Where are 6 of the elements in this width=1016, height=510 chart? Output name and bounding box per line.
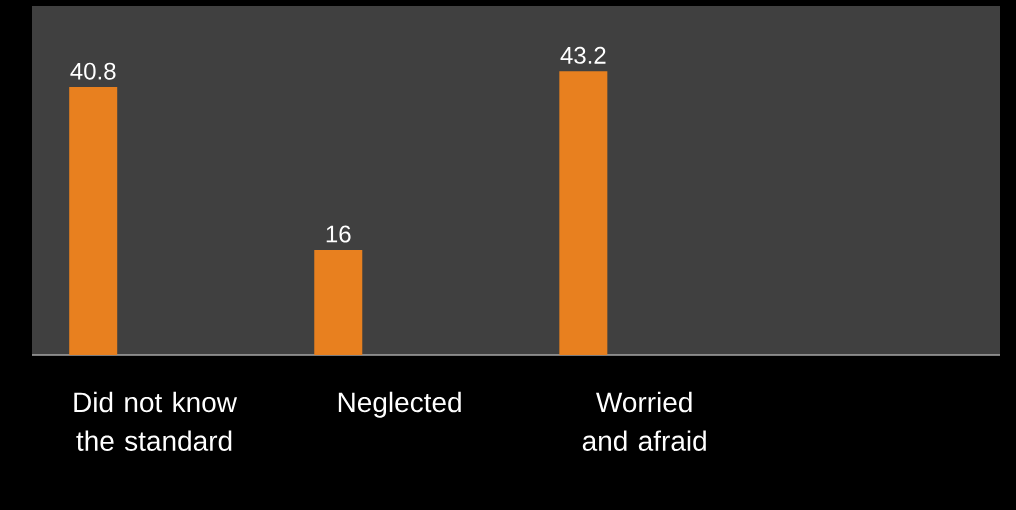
data-label: 16 [326, 225, 351, 243]
data-label: 40.8 [70, 62, 116, 80]
x-tick-label: Neglected [338, 391, 461, 418]
x-tick-label: Did not know the standard [74, 391, 238, 451]
data-label: 43.2 [560, 46, 606, 64]
x-tick-label: Worried and afraid [582, 391, 706, 451]
